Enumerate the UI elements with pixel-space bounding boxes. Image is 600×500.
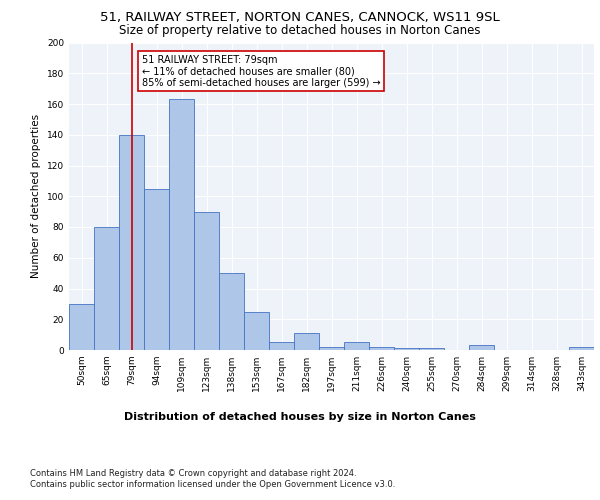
Text: 51, RAILWAY STREET, NORTON CANES, CANNOCK, WS11 9SL: 51, RAILWAY STREET, NORTON CANES, CANNOC… — [100, 11, 500, 24]
Bar — [244, 312, 269, 350]
Bar — [69, 304, 94, 350]
Text: Contains public sector information licensed under the Open Government Licence v3: Contains public sector information licen… — [30, 480, 395, 489]
Bar — [219, 273, 244, 350]
Y-axis label: Number of detached properties: Number of detached properties — [31, 114, 41, 278]
Bar — [394, 348, 419, 350]
Text: Contains HM Land Registry data © Crown copyright and database right 2024.: Contains HM Land Registry data © Crown c… — [30, 469, 356, 478]
Bar — [269, 342, 294, 350]
Bar — [294, 333, 319, 350]
Bar — [344, 342, 369, 350]
Bar — [119, 134, 144, 350]
Bar — [144, 188, 169, 350]
Bar — [569, 347, 594, 350]
Text: Size of property relative to detached houses in Norton Canes: Size of property relative to detached ho… — [119, 24, 481, 37]
Text: Distribution of detached houses by size in Norton Canes: Distribution of detached houses by size … — [124, 412, 476, 422]
Text: 51 RAILWAY STREET: 79sqm
← 11% of detached houses are smaller (80)
85% of semi-d: 51 RAILWAY STREET: 79sqm ← 11% of detach… — [142, 55, 380, 88]
Bar — [319, 347, 344, 350]
Bar — [419, 348, 444, 350]
Bar — [169, 100, 194, 350]
Bar — [194, 212, 219, 350]
Bar — [469, 346, 494, 350]
Bar — [94, 227, 119, 350]
Bar — [369, 347, 394, 350]
